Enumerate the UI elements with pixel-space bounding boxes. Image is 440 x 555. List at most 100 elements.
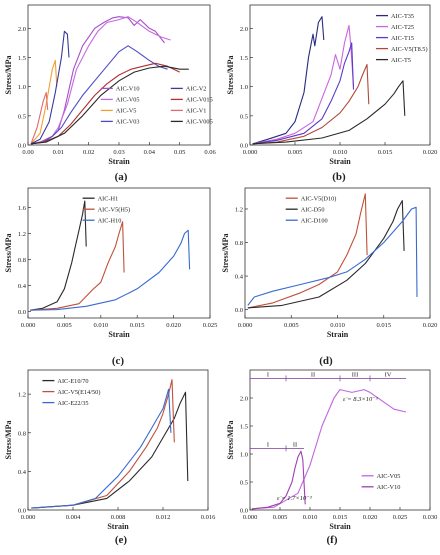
x-tick-label: 0.00 [22, 149, 33, 156]
x-tick-label: 0.015 [378, 149, 393, 156]
x-tick-label: 0.005 [273, 514, 288, 521]
x-tick-label: 0.015 [333, 514, 348, 521]
stage-label-top: II [311, 371, 315, 378]
x-tick-label: 0.03 [113, 149, 124, 156]
y-tick-label: 1.0 [240, 452, 248, 459]
strain-rate-top: ε̇ = 8.3×10⁻³ [343, 396, 379, 403]
series-line [30, 45, 168, 145]
y-axis-label: Stress/MPa [4, 234, 13, 273]
legend-label: AIC-V005 [186, 119, 213, 126]
series-line [30, 16, 165, 145]
series-line [31, 379, 175, 509]
legend-label: AIC-T15 [391, 35, 414, 42]
x-axis-label: Strain [327, 330, 349, 339]
x-tick-label: 0.030 [423, 514, 438, 521]
series-line [31, 388, 172, 509]
x-axis-label: Strain [108, 330, 130, 339]
y-tick-label: 0.4 [18, 469, 27, 476]
series-line [252, 42, 355, 145]
legend-label: AIC-E10/70 [57, 378, 88, 385]
plot-frame [27, 369, 209, 511]
y-axis-label: Stress/MPa [4, 56, 13, 95]
x-tick-label: 0.020 [423, 149, 438, 156]
stage-label-top: I [267, 371, 269, 378]
legend-label: AIC-H1 [98, 196, 119, 203]
y-axis-label: Stress/MPa [226, 421, 235, 460]
series-line [30, 91, 49, 144]
x-tick-label: 0.010 [303, 514, 318, 521]
legend-label: AIC-V05 [377, 473, 401, 480]
plot-e: 0.000 0.004 0.008 0.012 0.016 0.0 0.4 0.8 1.2 Str… [4, 369, 216, 531]
panel-label-b: (b) [332, 171, 346, 183]
y-tick-label: 1.5 [240, 424, 248, 431]
series-line [30, 229, 191, 311]
legend-label: AIC-H10 [98, 218, 122, 225]
y-tick-label: 0.4 [235, 274, 244, 281]
y-axis-label: Stress/MPa [226, 56, 235, 95]
series-line [252, 80, 406, 145]
y-tick-label: 0.0 [240, 508, 248, 515]
x-tick-label: 0.010 [93, 322, 108, 329]
y-tick-label: 0.0 [18, 143, 26, 150]
stage-label-top: III [352, 371, 359, 378]
y-tick-label: 0.5 [18, 113, 26, 120]
legend-label: AIC-V5(D10) [301, 196, 337, 203]
x-tick-label: 0.020 [166, 322, 181, 329]
x-tick-label: 0.008 [111, 514, 126, 521]
y-tick-label: 2.0 [240, 26, 248, 33]
x-tick-label: 0.020 [363, 514, 378, 521]
panel-label-e: (e) [115, 534, 128, 546]
legend-label: AIC-V5(E14/50) [57, 389, 100, 396]
x-tick-label: 0.01 [53, 149, 64, 156]
series-line [252, 16, 325, 145]
x-tick-label: 0.010 [330, 322, 345, 329]
y-tick-label: 1.5 [240, 55, 248, 62]
plot-b: 0.000 0.005 0.010 0.015 0.020 0.0 0.5 1.0 1.5 2.0… [226, 4, 438, 166]
plot-f: 0.000 0.005 0.010 0.015 0.020 0.025 0.030 0.0 0.… [226, 369, 438, 531]
y-tick-label: 0.0 [240, 143, 248, 150]
x-tick-label: 0.05 [174, 149, 185, 156]
y-tick-label: 1.0 [240, 84, 248, 91]
series-line [252, 63, 370, 145]
x-tick-label: 0.025 [203, 322, 218, 329]
plot-a: 0.00 0.01 0.02 0.03 0.04 0.05 0.06 0.0 0.5 1.0 1.5… [4, 4, 216, 166]
x-tick-label: 0.000 [21, 322, 36, 329]
legend-label: AIC-V2 [186, 86, 207, 93]
y-tick-label: 1.6 [18, 205, 27, 212]
x-axis-label: Strain [108, 157, 130, 166]
stage-label-top: IV [385, 371, 392, 378]
x-tick-label: 0.005 [288, 149, 303, 156]
x-axis-label: Strain [329, 522, 351, 531]
legend-label: AIC-V5(H5) [98, 207, 131, 214]
x-axis-label: Strain [329, 157, 351, 166]
strain-rate-bottom: ε̇ = 1.7×10⁻³ [277, 495, 313, 502]
plot-frame [249, 369, 431, 511]
y-tick-label: 1.5 [18, 55, 26, 62]
series-line [247, 193, 368, 309]
legend-label: AIC-V03 [116, 119, 140, 126]
legend-label: AIC-T5 [391, 57, 411, 64]
legend-label: AIC-V05 [116, 97, 140, 104]
x-tick-label: 0.02 [83, 149, 94, 156]
y-tick-label: 0.8 [18, 430, 26, 437]
y-tick-label: 1.0 [18, 84, 26, 91]
y-tick-label: 1.2 [18, 392, 26, 399]
legend-label: AIC-V015 [186, 97, 213, 104]
legend-label: AIC-D50 [301, 207, 325, 214]
x-tick-label: 0.06 [204, 149, 216, 156]
y-tick-label: 0.8 [18, 257, 26, 264]
series-line [31, 391, 189, 509]
y-axis-label: Stress/MPa [4, 421, 13, 460]
legend-label: AIC-T35 [391, 13, 414, 20]
panel-label-c: (c) [112, 355, 125, 367]
x-tick-label: 0.000 [238, 322, 253, 329]
series-line [30, 200, 87, 311]
stage-label-bottom: II [293, 441, 297, 448]
panel-a: 0.00 0.01 0.02 0.03 0.04 0.05 0.06 0.0 0.5 1.0 1.5… [4, 4, 216, 183]
y-tick-label: 0.8 [235, 240, 243, 247]
legend-label: AIC-V10 [116, 86, 140, 93]
series-line [251, 389, 407, 510]
x-tick-label: 0.000 [243, 514, 258, 521]
panel-e: 0.000 0.004 0.008 0.012 0.016 0.0 0.4 0.8 1.2 Str… [4, 369, 216, 546]
